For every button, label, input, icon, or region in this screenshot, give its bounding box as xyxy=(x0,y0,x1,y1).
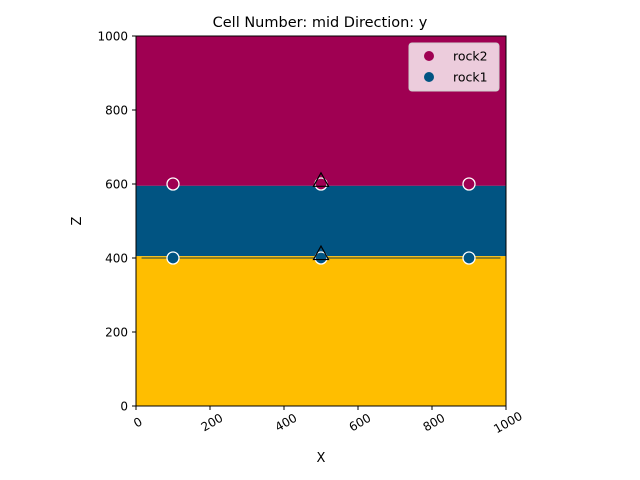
y-tick-label: 0 xyxy=(120,400,128,414)
point-rock1 xyxy=(166,251,180,265)
legend: rock2 rock1 xyxy=(408,42,500,92)
x-tick-label: 800 xyxy=(421,411,448,435)
legend-marker-rock1 xyxy=(424,72,434,82)
legend-label-rock1: rock1 xyxy=(453,70,488,85)
y-tick-label: 200 xyxy=(105,326,128,340)
point-rock1 xyxy=(462,251,476,265)
y-tick-label: 400 xyxy=(105,252,128,266)
y-tick-label: 600 xyxy=(105,178,128,192)
y-axis: 0 200 400 600 800 1000 xyxy=(97,30,136,414)
orientation-marker xyxy=(312,171,330,187)
point-rock2 xyxy=(166,177,180,191)
chart-title: Cell Number: mid Direction: y xyxy=(213,15,428,31)
x-axis-label: X xyxy=(317,451,326,466)
orientation-markers xyxy=(312,171,330,261)
legend-label-rock2: rock2 xyxy=(453,49,488,64)
x-axis: 0 200 400 600 800 1000 xyxy=(131,406,525,436)
y-tick-label: 800 xyxy=(105,104,128,118)
data-points xyxy=(166,177,476,265)
x-tick-label: 1000 xyxy=(491,409,524,436)
y-axis-label: Z xyxy=(70,216,85,225)
x-tick-label: 400 xyxy=(273,411,300,435)
x-tick-label: 200 xyxy=(199,411,226,435)
legend-marker-rock2 xyxy=(424,51,434,61)
x-tick-label: 0 xyxy=(131,415,145,431)
point-rock2 xyxy=(462,177,476,191)
x-tick-label: 600 xyxy=(347,411,374,435)
orientation-marker xyxy=(312,244,330,261)
plot-frame xyxy=(135,35,507,407)
layer-rock1 xyxy=(136,185,506,257)
y-tick-label: 1000 xyxy=(97,30,128,44)
layer-basement xyxy=(136,256,506,406)
